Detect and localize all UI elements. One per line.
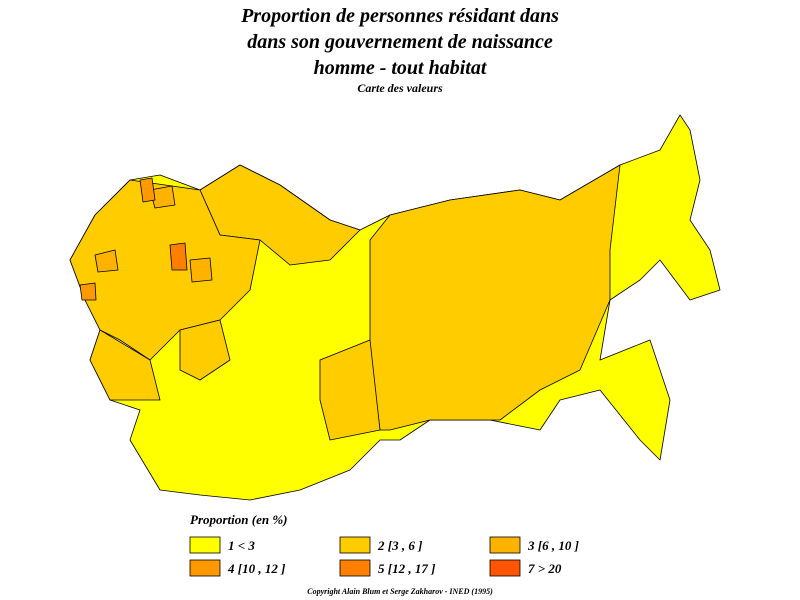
legend-swatch (339, 536, 371, 554)
legend-label: 1 < 3 (228, 538, 255, 553)
legend: 1 < 3 2 [3 , 6 ] 3 [6 , 10 ] 4 [10 , 12 ] 5 … (189, 536, 579, 577)
map (69, 114, 721, 501)
legend-swatch (489, 536, 521, 554)
legend-swatch (489, 559, 521, 577)
legend-title: Proportion (en %) (190, 512, 288, 527)
legend-label: 3 [6 , 10 ] (527, 538, 579, 553)
legend-swatch (339, 559, 371, 577)
legend-swatch (189, 559, 221, 577)
region (94, 249, 119, 273)
region (149, 185, 176, 209)
region (369, 164, 621, 431)
region (79, 282, 97, 301)
title-line: homme - tout habitat (314, 57, 488, 79)
copyright: Copyright Alain Blum et Serge Zakharov -… (307, 587, 493, 596)
region (319, 339, 381, 441)
region (179, 319, 231, 381)
legend-label: 5 [12 , 17 ] (378, 561, 435, 576)
legend-label: 4 [10 , 12 ] (227, 561, 285, 576)
subtitle: Carte des valeurs (357, 81, 443, 95)
legend-swatch (189, 536, 221, 554)
region (139, 177, 156, 203)
title-line: dans son gouvernement de naissance (247, 31, 553, 53)
legend-label: 2 [3 , 6 ] (377, 538, 422, 553)
legend-label: 7 > 20 (528, 561, 562, 576)
region (89, 329, 161, 401)
region (189, 257, 213, 283)
title-line: Proportion de personnes résidant dans (240, 5, 559, 27)
region (169, 242, 188, 271)
